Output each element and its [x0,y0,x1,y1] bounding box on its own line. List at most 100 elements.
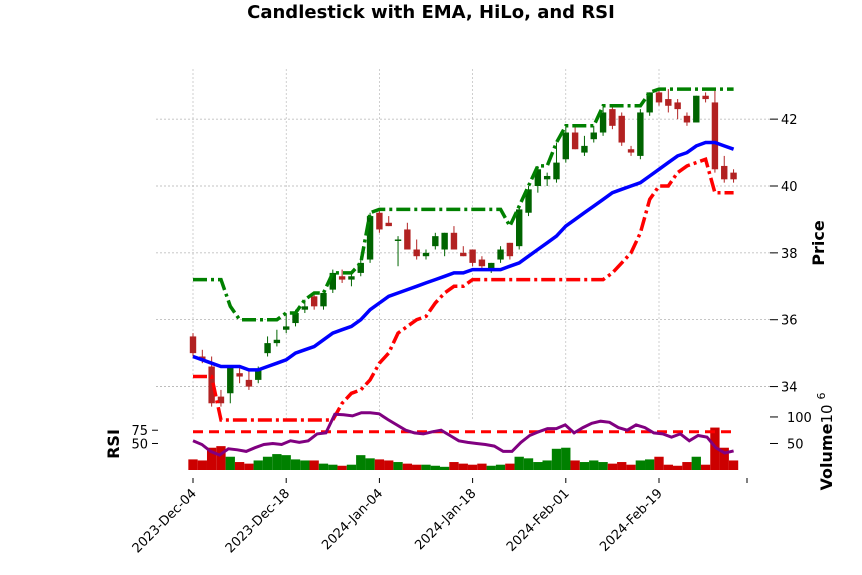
volume-bar [188,459,198,470]
volume-bar [430,465,440,470]
candle-body [245,379,253,387]
candle [637,109,644,160]
volume-bar [318,463,329,470]
price-tick-label: 38 [781,247,798,262]
candle [711,89,719,173]
candle [674,99,681,120]
volume-bar [626,464,636,470]
candle [646,92,653,116]
volume-bar [682,462,692,470]
candle-body [273,339,281,344]
volume-bar [337,465,347,470]
grid [156,69,775,420]
candle-body [357,262,364,273]
x-tick-label: 2024-Feb-19 [597,486,666,555]
candle [478,256,486,270]
volume-bar [253,460,263,470]
candle [236,366,243,384]
volume-bar [356,455,366,470]
candle [348,272,355,287]
candle [376,209,383,233]
candle-body [497,249,504,260]
volume-bar [290,459,301,470]
volume-multiplier-base: 10 [818,404,836,423]
rsi-line [192,411,734,457]
volume-bar [458,463,468,470]
hilo-high-line [193,87,734,322]
candle-body [227,366,234,394]
candle-body [432,236,439,247]
candle [683,112,691,126]
candle [506,242,514,260]
volume-bar [672,465,683,470]
candle-body [488,262,495,270]
candle [665,89,672,113]
candles [189,89,737,407]
candle-body [376,212,383,230]
candle-body [338,276,346,280]
volume-bar [617,462,627,470]
volume-bar [216,446,226,470]
candle-body [683,115,691,123]
volume-bar [495,464,506,470]
volume-bar [300,460,310,470]
candle [450,226,458,250]
candle-body [637,112,644,156]
candle-body [301,306,309,310]
price-axis: 34 36 38 40 42 [770,113,798,396]
candle [366,212,374,263]
volume-bar [505,463,515,470]
candle [553,142,560,183]
candle-body [441,232,448,250]
candle [721,155,728,183]
volume-bar [654,456,664,470]
volume-bar [486,465,496,470]
volume-bar [346,464,357,470]
candle [441,232,448,257]
candle-body [525,189,532,213]
candle-body [329,272,336,290]
x-tick-label: 2024-Feb-01 [504,486,573,555]
candle [469,249,476,267]
candle [730,169,737,183]
volume-bar [402,463,413,470]
candle-body [469,249,476,263]
volume-bar [272,454,282,470]
candle [581,135,588,156]
ema-line [192,140,735,372]
candle [385,216,392,227]
candle-body [366,216,374,260]
candle-body [609,109,616,126]
hilo-low-line [193,157,734,422]
candle-body [618,115,625,143]
candle-body [283,326,290,330]
candle [338,269,346,283]
volume-bar [384,460,394,470]
candle-body [711,102,719,170]
volume-bar [234,462,245,470]
volume-bar [561,447,571,470]
volume-bar [551,448,562,470]
candle [543,172,551,186]
volume-bar [477,463,487,470]
volume-bar [598,462,608,470]
candle-body [394,239,402,241]
x-tick-label: 2024-Jan-04 [319,486,386,553]
candle [571,125,579,150]
volume-bar [635,460,646,470]
candle [702,92,709,103]
candle [329,269,336,293]
volume-bar [439,466,450,470]
candle [693,95,700,123]
candle [283,313,290,334]
candle [189,333,197,357]
candle [627,145,635,156]
candle-body [693,95,700,123]
candle-body [599,112,607,133]
rsi-axis-label: RSI [104,429,123,459]
volume-multiplier-exponent: 6 [815,393,828,400]
candle-body [702,95,709,100]
volume-bar [728,460,739,470]
candle-body [581,145,588,153]
x-tick-label: 2024-Jan-18 [412,486,479,553]
